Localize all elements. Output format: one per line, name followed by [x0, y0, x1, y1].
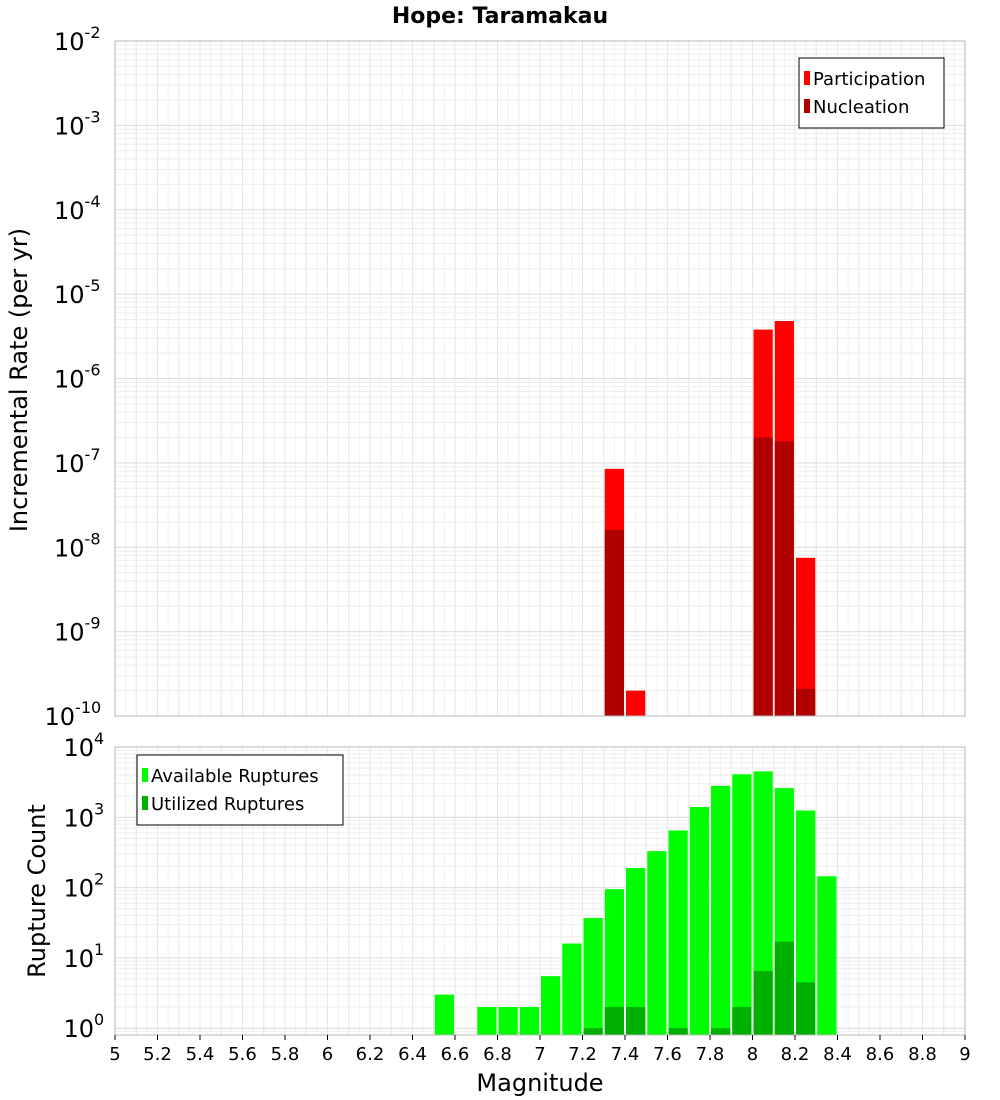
rate-bar-participation — [796, 557, 816, 716]
rate-bar-nucleation — [604, 530, 624, 716]
y-tick-label: 100 — [64, 1010, 105, 1043]
x-tick-label: 8.8 — [908, 1044, 937, 1065]
rate-bar-nucleation — [774, 441, 794, 716]
y-tick-label: 10-6 — [54, 361, 101, 394]
top-grid — [114, 40, 966, 717]
count-bar-available-ruptures — [562, 943, 582, 1035]
y-tick-label: 10-3 — [54, 107, 101, 140]
top-plot-border — [114, 40, 966, 717]
rupture-count-panel: 104 103 102 101 100 5 5.2 5.4 5.6 5.8 6 6.2 6.4 6.6 6… — [23, 729, 971, 1097]
x-tick-label: 6.4 — [398, 1044, 427, 1065]
y-tick-label: 10-4 — [54, 192, 101, 225]
legend-entry: Nucleation — [813, 97, 909, 118]
count-bar-utilized-ruptures — [583, 1028, 603, 1035]
x-tick-label: 8.4 — [823, 1044, 852, 1065]
count-bar-utilized-ruptures — [732, 1007, 752, 1035]
y-tick-label: 10-2 — [54, 23, 101, 56]
count-bar-utilized-ruptures — [668, 1028, 688, 1035]
count-bar-utilized-ruptures — [774, 941, 794, 1035]
bottom-legend: Available Ruptures Utilized Ruptures — [136, 754, 344, 826]
x-tick-label: 7.8 — [696, 1044, 725, 1065]
legend-entry: Utilized Ruptures — [151, 794, 304, 815]
x-tick-label: 6.2 — [356, 1044, 385, 1065]
y-tick-label: 10-9 — [54, 614, 101, 647]
count-bar-available-ruptures — [626, 867, 646, 1035]
x-tick-label: 8.6 — [866, 1044, 895, 1065]
top-y-axis-label: Incremental Rate (per yr) — [5, 228, 33, 532]
y-tick-label: 10-10 — [45, 698, 102, 731]
x-tick-label: 5.4 — [186, 1044, 215, 1065]
top-legend: Participation Nucleation — [798, 57, 945, 129]
legend-swatch — [804, 71, 810, 85]
x-tick-label: 9 — [959, 1044, 970, 1065]
count-bar-utilized-ruptures — [604, 1007, 624, 1035]
legend-box — [136, 754, 344, 826]
y-tick-label: 103 — [64, 799, 105, 832]
top-bars — [604, 321, 816, 716]
count-bar-available-ruptures — [434, 994, 454, 1035]
legend-swatch — [142, 796, 148, 810]
count-bar-utilized-ruptures — [796, 982, 816, 1035]
count-bar-available-ruptures — [753, 771, 773, 1035]
bottom-bars — [434, 771, 837, 1035]
x-tick-label: 5.2 — [143, 1044, 172, 1065]
count-bar-available-ruptures — [796, 810, 816, 1035]
rate-bar-participation — [626, 690, 646, 716]
legend-box — [798, 57, 945, 129]
count-bar-available-ruptures — [604, 889, 624, 1035]
legend-swatch — [804, 99, 810, 113]
count-bar-available-ruptures — [817, 876, 837, 1035]
count-bar-available-ruptures — [519, 1007, 539, 1035]
count-bar-available-ruptures — [541, 976, 561, 1035]
count-bar-available-ruptures — [583, 917, 603, 1035]
x-tick-label: 6.8 — [483, 1044, 512, 1065]
count-bar-available-ruptures — [668, 830, 688, 1035]
x-tick-label: 7 — [534, 1044, 545, 1065]
count-bar-available-ruptures — [711, 785, 731, 1035]
count-bar-available-ruptures — [477, 1007, 497, 1035]
legend-entry: Participation — [813, 69, 925, 90]
x-tick-label: 8.2 — [781, 1044, 810, 1065]
chart-title: Hope: Taramakau — [392, 4, 608, 29]
y-tick-label: 104 — [64, 729, 105, 762]
legend-entry: Available Ruptures — [151, 766, 319, 787]
x-ticks: 5 5.2 5.4 5.6 5.8 6 6.2 6.4 6.6 6.8 7 7.2 7.4 7.6 7.8 8… — [109, 1035, 971, 1065]
y-tick-label: 10-5 — [54, 276, 101, 309]
incremental-rate-panel: 10-2 10-3 10-4 10-5 10-6 10-7 10-8 10-9 10-10 In… — [5, 23, 966, 731]
x-tick-label: 5.6 — [228, 1044, 257, 1065]
y-tick-label: 10-8 — [54, 529, 101, 562]
count-bar-available-ruptures — [647, 851, 667, 1035]
rate-bar-nucleation — [796, 688, 816, 716]
x-tick-label: 6 — [322, 1044, 333, 1065]
legend-swatch — [142, 768, 148, 782]
bottom-y-ticks: 104 103 102 101 100 — [64, 729, 105, 1043]
count-bar-utilized-ruptures — [753, 971, 773, 1035]
y-tick-label: 10-7 — [54, 445, 101, 478]
count-bar-available-ruptures — [689, 807, 709, 1035]
x-tick-label: 5 — [109, 1044, 120, 1065]
top-y-ticks: 10-2 10-3 10-4 10-5 10-6 10-7 10-8 10-9 10-10 — [45, 23, 102, 731]
x-axis-label: Magnitude — [476, 1069, 603, 1097]
x-tick-label: 8 — [747, 1044, 758, 1065]
x-tick-label: 7.4 — [611, 1044, 640, 1065]
count-bar-utilized-ruptures — [711, 1028, 731, 1035]
count-bar-available-ruptures — [498, 1007, 518, 1035]
count-bar-utilized-ruptures — [626, 1007, 646, 1035]
rate-bar-nucleation — [753, 437, 773, 716]
y-tick-label: 101 — [64, 940, 105, 973]
count-bar-available-ruptures — [732, 774, 752, 1035]
x-tick-label: 5.8 — [271, 1044, 300, 1065]
x-tick-label: 6.6 — [441, 1044, 470, 1065]
y-tick-label: 102 — [64, 870, 105, 903]
x-tick-label: 7.2 — [568, 1044, 597, 1065]
x-tick-label: 7.6 — [653, 1044, 682, 1065]
bottom-y-axis-label: Rupture Count — [23, 804, 51, 978]
